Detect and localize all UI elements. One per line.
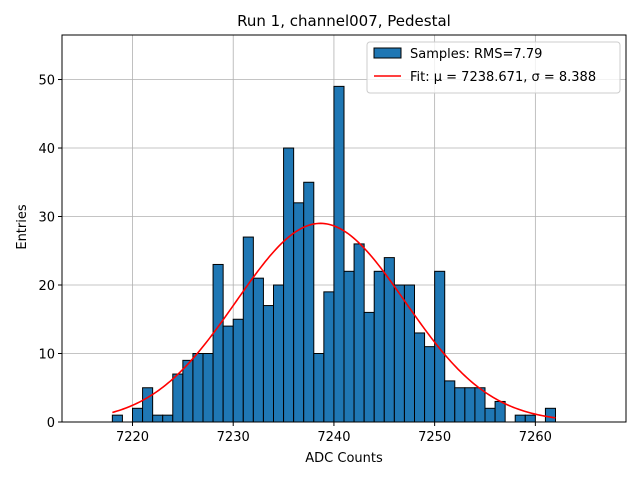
histogram-bar [212, 263, 224, 423]
histogram-bar [464, 387, 476, 423]
histogram-bar [192, 353, 204, 423]
y-tick-label: 20 [38, 279, 55, 294]
histogram-bar [373, 270, 385, 423]
y-tick-label: 0 [47, 416, 55, 431]
histogram-bar [514, 414, 526, 423]
histogram-bar [414, 332, 426, 423]
histogram-bar [293, 202, 305, 423]
histogram-bars [111, 85, 557, 423]
histogram-bar [283, 147, 295, 423]
histogram-bar [333, 85, 345, 423]
gaussian-fit-line [112, 222, 556, 419]
legend-box [366, 41, 621, 94]
x-axis-ticks: 7220 7230 7240 7250 7260 [116, 422, 552, 445]
histogram-bar [444, 380, 456, 423]
y-axis-ticks: 0 10 20 30 40 50 [38, 74, 62, 431]
histogram-bar [262, 305, 274, 423]
histogram-bar [454, 387, 466, 423]
histogram-bar [434, 270, 446, 423]
histogram-bar [172, 373, 184, 423]
y-tick-label: 40 [38, 142, 55, 157]
histogram-bar [252, 277, 264, 423]
y-tick-label: 10 [38, 348, 55, 363]
histogram-bar [242, 236, 254, 423]
x-tick-label: 7260 [519, 430, 552, 445]
histogram-bar [232, 318, 244, 423]
y-tick-label: 50 [38, 74, 55, 89]
histogram-bar [323, 291, 335, 423]
y-axis-label: Entries [15, 204, 30, 250]
histogram-bar [474, 387, 486, 423]
histogram-bar [383, 257, 395, 423]
x-tick-label: 7230 [217, 430, 250, 445]
chart-title: Run 1, channel007, Pedestal [237, 12, 451, 30]
histogram-bar [424, 346, 436, 423]
x-axis-label: ADC Counts [305, 451, 383, 466]
legend-label-samples: Samples: RMS=7.79 [410, 47, 542, 62]
histogram-bar [494, 400, 506, 423]
plot-frame [61, 34, 627, 423]
histogram-bar [313, 353, 325, 423]
histogram-bar [343, 270, 355, 423]
histogram-bar [303, 181, 315, 423]
histogram-bar [403, 284, 415, 423]
histogram-bar [162, 414, 174, 423]
legend: Samples: RMS=7.79 Fit: μ = 7238.671, σ =… [366, 41, 621, 94]
histogram-bar [202, 353, 214, 423]
x-tick-label: 7240 [317, 430, 350, 445]
histogram-bar [132, 407, 144, 423]
histogram-bar [353, 243, 365, 423]
y-tick-label: 30 [38, 211, 55, 226]
histogram-bar [222, 325, 234, 423]
x-tick-label: 7250 [418, 430, 451, 445]
histogram-bar [524, 414, 536, 423]
legend-histogram-swatch [373, 47, 402, 59]
x-tick-label: 7220 [116, 430, 149, 445]
histogram-bar [484, 407, 496, 423]
histogram-bar [182, 359, 194, 423]
histogram-bar [273, 284, 285, 423]
histogram-bar [393, 284, 405, 423]
histogram-bar [111, 414, 123, 423]
histogram-bar [544, 407, 557, 423]
histogram-bar [152, 414, 164, 423]
histogram-bar [363, 311, 375, 423]
histogram-bar [142, 387, 154, 423]
legend-label-fit: Fit: μ = 7238.671, σ = 8.388 [410, 70, 596, 85]
